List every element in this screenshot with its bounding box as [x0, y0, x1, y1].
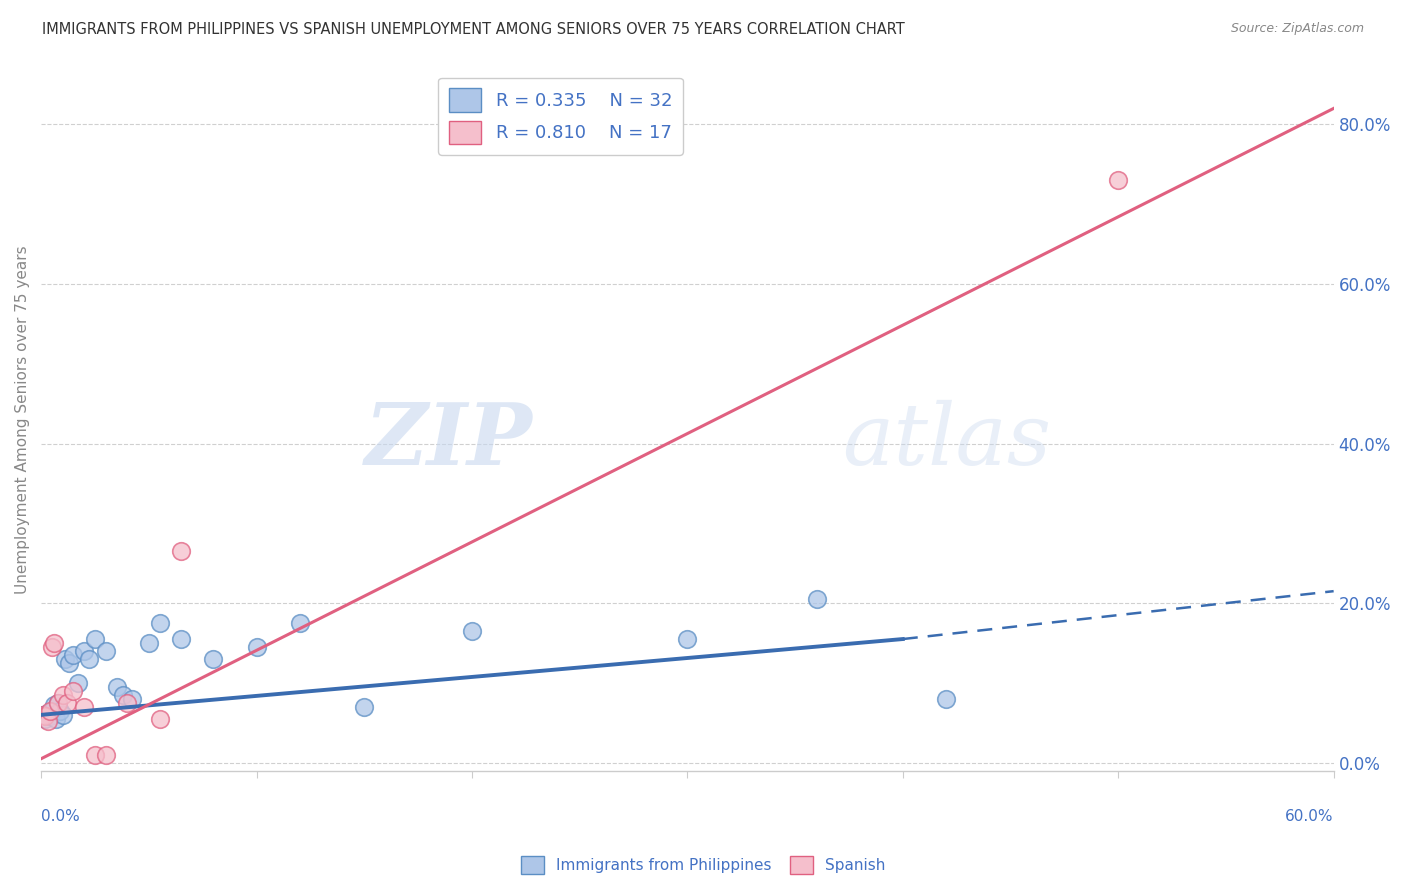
- Point: [46, 696, 69, 710]
- Point: [73, 699, 96, 714]
- Point: [935, 692, 957, 706]
- Point: [138, 636, 160, 650]
- Point: [353, 699, 375, 714]
- Point: [170, 632, 193, 646]
- Point: [34, 712, 56, 726]
- Point: [37, 706, 59, 721]
- Point: [84, 632, 107, 646]
- Point: [58, 656, 80, 670]
- Point: [32, 707, 55, 722]
- Point: [32, 707, 55, 722]
- Point: [49, 704, 72, 718]
- Point: [34, 709, 56, 723]
- Point: [45, 712, 67, 726]
- Point: [105, 680, 128, 694]
- Point: [42, 636, 65, 650]
- Point: [84, 747, 107, 762]
- Point: [52, 688, 75, 702]
- Point: [41, 704, 63, 718]
- Point: [121, 692, 143, 706]
- Point: [62, 684, 84, 698]
- Point: [37, 714, 59, 729]
- Point: [149, 712, 172, 726]
- Text: 60.0%: 60.0%: [1285, 809, 1334, 824]
- Point: [62, 648, 84, 662]
- Point: [73, 644, 96, 658]
- Point: [461, 624, 484, 638]
- Point: [117, 696, 139, 710]
- Point: [1107, 173, 1129, 187]
- Text: ZIP: ZIP: [364, 399, 533, 483]
- Point: [46, 696, 69, 710]
- Point: [288, 616, 311, 631]
- Point: [149, 616, 172, 631]
- Point: [806, 592, 828, 607]
- Text: atlas: atlas: [842, 400, 1052, 482]
- Point: [56, 696, 79, 710]
- Text: 0.0%: 0.0%: [41, 809, 80, 824]
- Point: [170, 544, 193, 558]
- Text: Source: ZipAtlas.com: Source: ZipAtlas.com: [1230, 22, 1364, 36]
- Point: [41, 640, 63, 654]
- Point: [202, 652, 225, 666]
- Point: [94, 644, 117, 658]
- Legend: R = 0.335    N = 32, R = 0.810    N = 17: R = 0.335 N = 32, R = 0.810 N = 17: [437, 78, 683, 154]
- Point: [42, 698, 65, 713]
- Point: [53, 652, 76, 666]
- Point: [77, 652, 100, 666]
- Point: [38, 704, 60, 718]
- Point: [66, 676, 89, 690]
- Point: [38, 709, 60, 723]
- Point: [111, 688, 134, 702]
- Y-axis label: Unemployment Among Seniors over 75 years: Unemployment Among Seniors over 75 years: [15, 245, 30, 594]
- Legend: Immigrants from Philippines, Spanish: Immigrants from Philippines, Spanish: [515, 850, 891, 880]
- Text: IMMIGRANTS FROM PHILIPPINES VS SPANISH UNEMPLOYMENT AMONG SENIORS OVER 75 YEARS : IMMIGRANTS FROM PHILIPPINES VS SPANISH U…: [42, 22, 905, 37]
- Point: [676, 632, 699, 646]
- Point: [52, 707, 75, 722]
- Point: [245, 640, 267, 654]
- Point: [94, 747, 117, 762]
